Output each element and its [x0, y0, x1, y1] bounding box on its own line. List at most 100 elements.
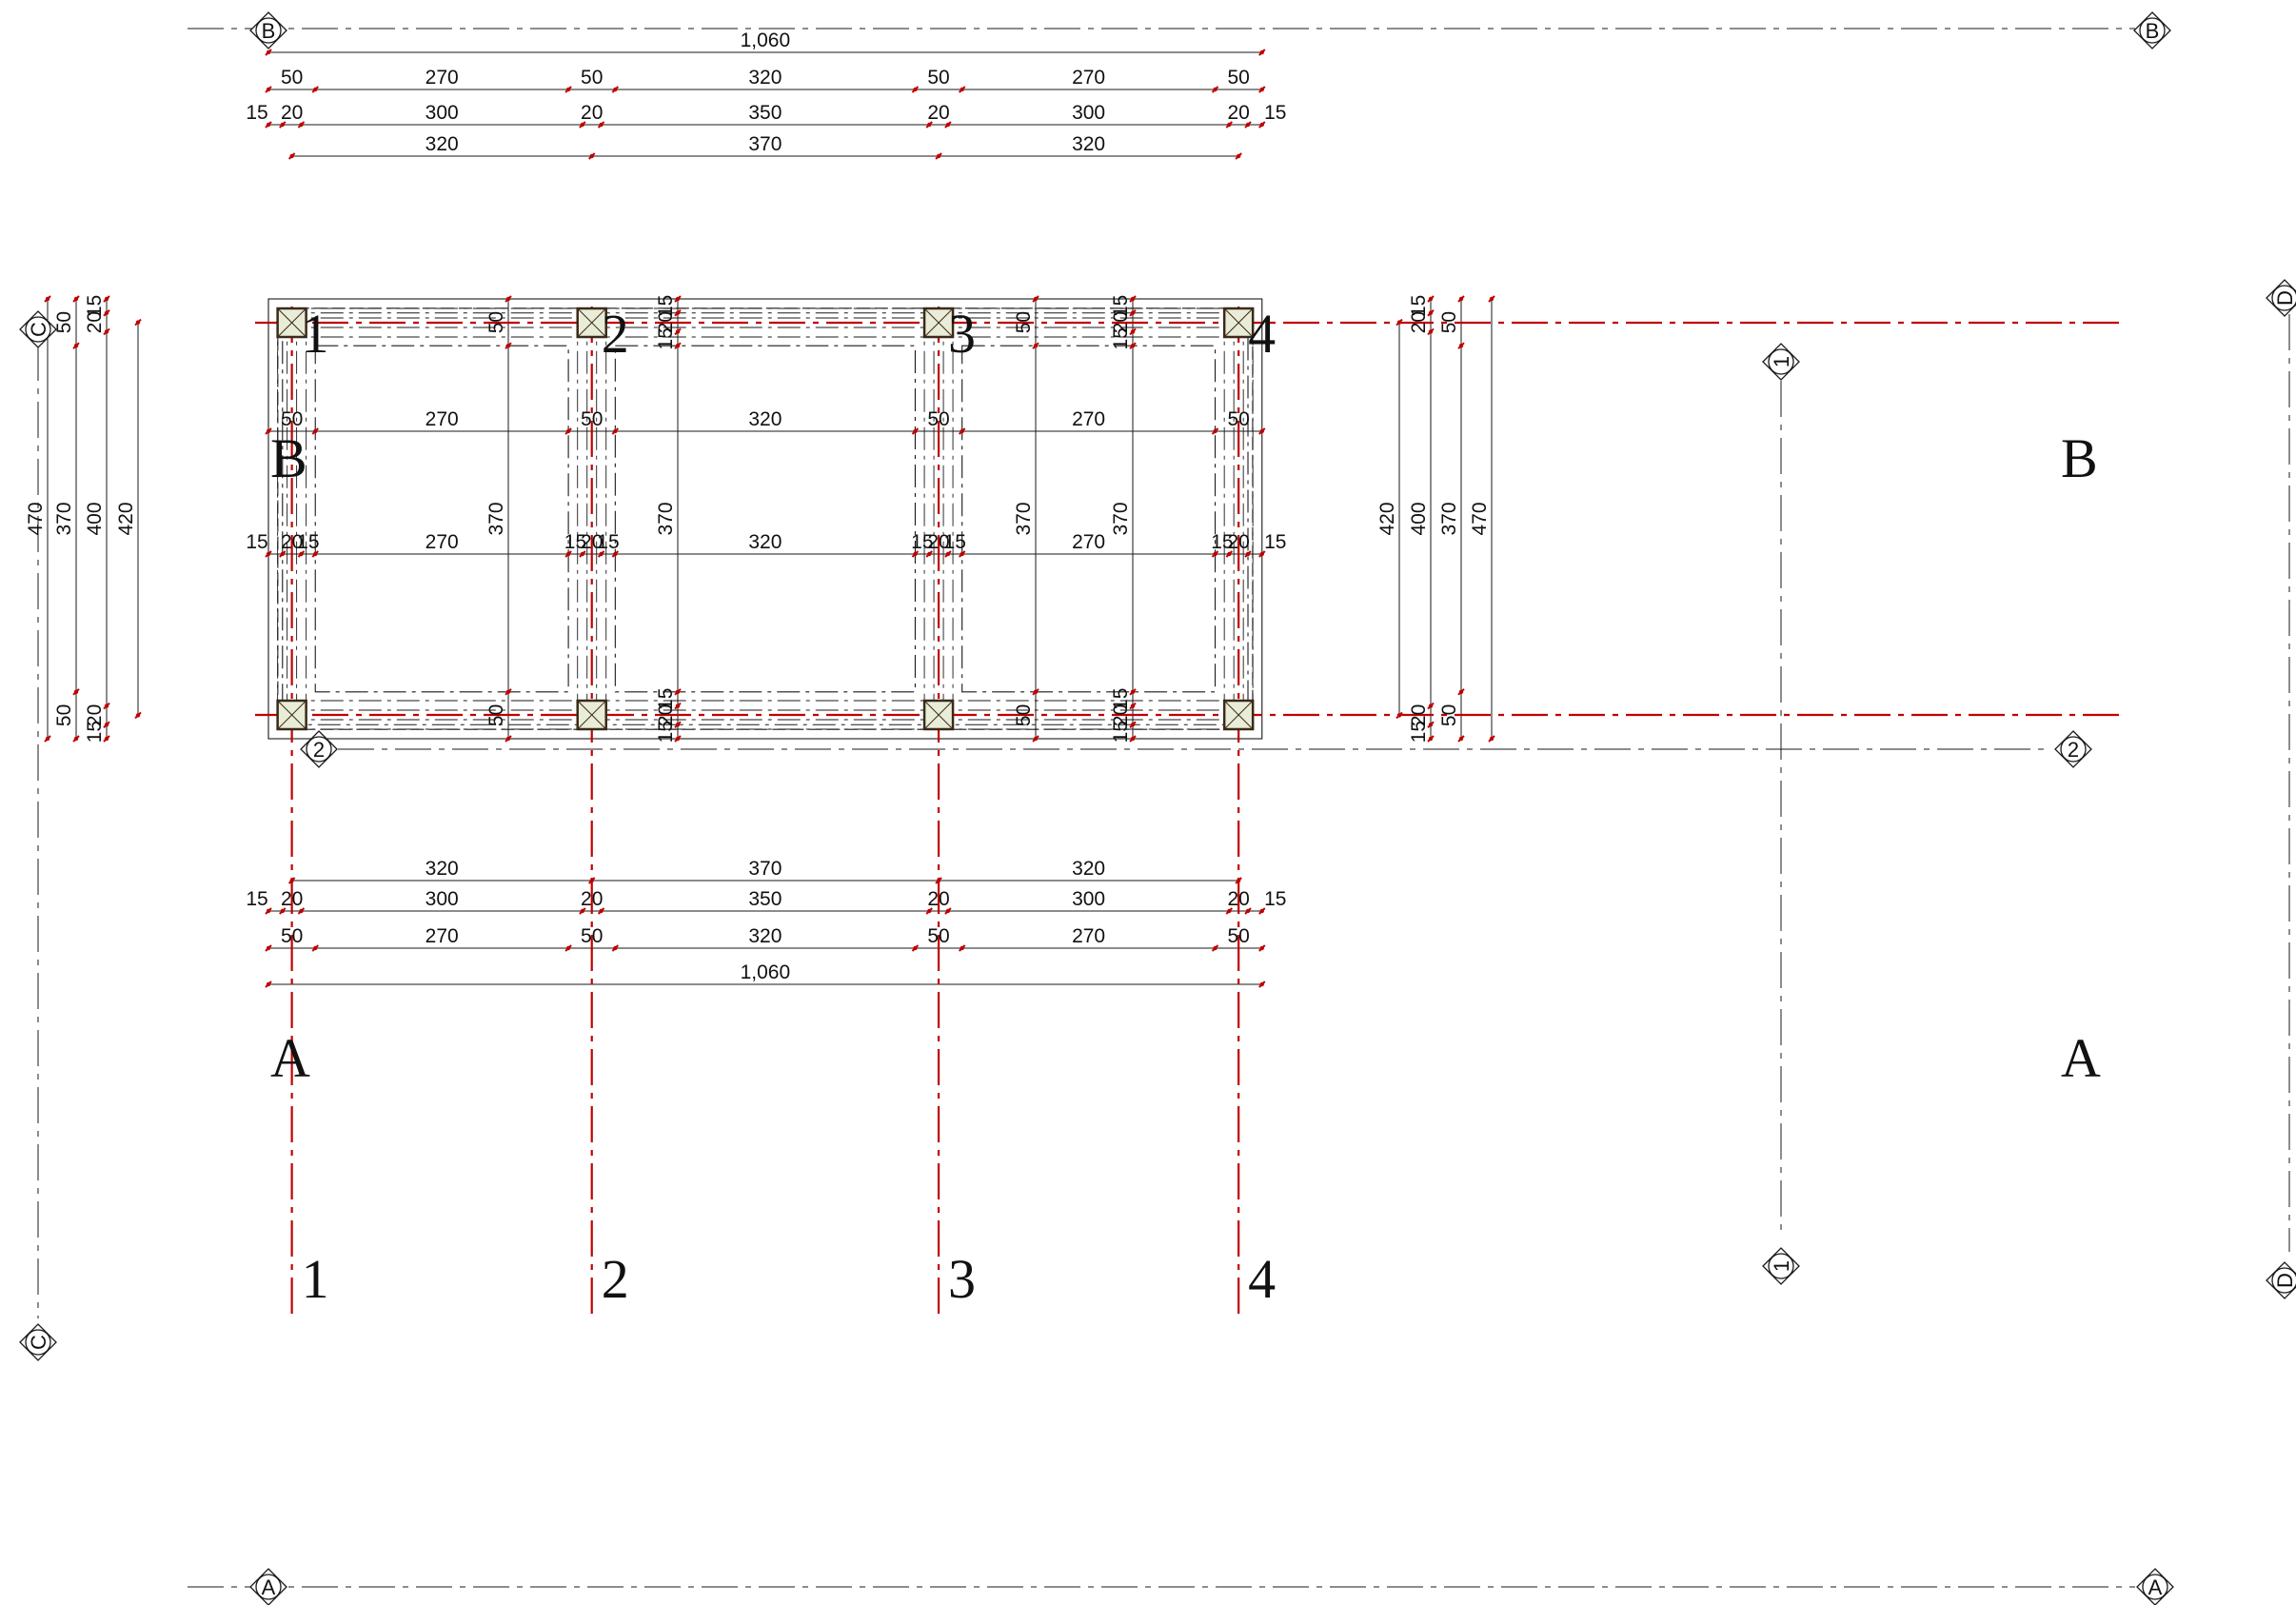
dim-top-beams-label: 50	[1227, 67, 1249, 89]
dim-top-columns-label: 350	[748, 102, 782, 124]
slab-panel-1	[314, 345, 569, 693]
dim-tick-dot	[1458, 343, 1464, 348]
dim-interior-beams-label: 320	[748, 408, 782, 430]
dim-left-columns-label: 400	[84, 502, 106, 535]
dim-tick-dot	[266, 981, 271, 987]
section-marker-2-left: 2	[300, 730, 338, 768]
dim-tick-dot	[266, 87, 271, 92]
dim-tick-dot	[913, 945, 918, 951]
dim-vertical-interior-2-label: 15	[655, 688, 677, 710]
dim-left-columns-label: 20	[84, 311, 106, 333]
dim-tick-dot	[266, 122, 271, 128]
dim-tick-dot	[565, 945, 571, 951]
dim-tick-dot	[565, 551, 571, 557]
section-marker-b-left: B	[249, 11, 287, 50]
dim-interior-columns-label: 270	[1072, 531, 1105, 553]
dim-right-beams-label: 370	[1438, 502, 1460, 535]
dim-tick-dot	[1458, 689, 1464, 695]
dim-interior-columns-label: 270	[426, 531, 459, 553]
dim-interior-columns-label: 15	[597, 531, 619, 553]
dim-interior-beams-label: 50	[927, 408, 949, 430]
dim-tick-dot	[104, 329, 109, 334]
dim-right-columns-label: 15	[1408, 295, 1430, 317]
dim-tick-dot	[599, 908, 604, 914]
svg-text:2: 2	[2068, 738, 2079, 762]
dim-tick-dot	[1458, 736, 1464, 742]
dim-tick-dot	[104, 736, 109, 742]
dim-tick-dot	[1033, 736, 1039, 742]
dim-bottom-beams-label: 270	[1072, 925, 1105, 947]
dim-tick-dot	[104, 296, 109, 302]
dim-tick-dot	[1213, 945, 1217, 951]
dim-tick-dot	[73, 689, 79, 695]
dim-tick-dot	[1227, 908, 1232, 914]
dim-tick-dot	[1227, 551, 1232, 557]
svg-text:C: C	[27, 1335, 50, 1350]
dim-tick-dot	[613, 87, 618, 92]
dim-tick-dot	[73, 296, 79, 302]
dim-bottom-columns-label: 350	[748, 888, 782, 910]
foundation-outline	[267, 298, 1263, 740]
dim-top-axes-label: 370	[748, 133, 782, 155]
dim-tick-dot	[565, 87, 571, 92]
dim-tick-dot	[927, 908, 932, 914]
dim-tick-dot	[1489, 736, 1494, 742]
dim-tick-dot	[1259, 428, 1264, 434]
dim-interior-beams-label: 270	[1072, 408, 1105, 430]
svg-text:1: 1	[1770, 356, 1793, 367]
section-marker-d-top: D	[2266, 279, 2296, 317]
dim-interior-columns-label: 15	[944, 531, 966, 553]
column-1b	[276, 307, 307, 339]
dim-tick-dot	[936, 153, 941, 159]
columns-layer	[276, 307, 1255, 731]
dim-tick-dot	[675, 736, 681, 742]
dim-right-axes-label: 420	[1376, 502, 1398, 535]
dim-vertical-interior-1-label: 50	[485, 311, 507, 333]
grid-label-b-left: B	[270, 427, 307, 489]
dim-tick-dot	[1130, 703, 1136, 708]
dim-right-beams-label: 50	[1438, 311, 1460, 333]
dim-vertical-interior-1-label: 370	[485, 502, 507, 535]
section-marker-a-left: A	[249, 1568, 287, 1605]
dim-vertical-interior-4-label: 15	[1110, 721, 1132, 743]
dim-tick-dot	[1227, 122, 1232, 128]
dim-tick-dot	[299, 122, 304, 128]
dim-bottom-beams-label: 50	[927, 925, 949, 947]
dim-interior-columns-label: 20	[281, 531, 303, 553]
dim-vertical-interior-4-label: 15	[1110, 295, 1132, 317]
dim-tick-dot	[280, 908, 285, 914]
dim-tick-dot	[505, 689, 511, 695]
dim-tick-dot	[960, 428, 964, 434]
svg-text:1: 1	[1770, 1260, 1793, 1272]
dim-left-columns-label: 15	[84, 721, 106, 743]
dim-interior-columns-label: 20	[1227, 531, 1249, 553]
dim-tick-dot	[1489, 296, 1494, 302]
dim-tick-dot	[1259, 87, 1264, 92]
dim-vertical-interior-4-label: 20	[1110, 311, 1132, 333]
dim-tick-dot	[505, 296, 511, 302]
dim-tick-dot	[913, 428, 918, 434]
dim-top-overall-label: 1,060	[741, 30, 791, 51]
section-marker-c-bottom: C	[19, 1323, 57, 1361]
dim-left-overall-label: 470	[25, 502, 47, 535]
dim-top-beams-label: 270	[426, 67, 459, 89]
dim-tick-dot	[945, 908, 951, 914]
dim-top-columns-label: 20	[581, 102, 603, 124]
dim-top-columns-label: 15	[1264, 102, 1286, 124]
dim-bottom-beams-label: 50	[281, 925, 303, 947]
grid-label-a-right: A	[2061, 1027, 2101, 1089]
dim-right-columns-label: 20	[1408, 704, 1430, 726]
dim-top-beams-label: 50	[581, 67, 603, 89]
dim-tick-dot	[1213, 87, 1217, 92]
grid-label-2-top: 2	[602, 303, 629, 365]
dim-tick-dot	[1033, 296, 1039, 302]
dim-right-columns-label: 20	[1408, 311, 1430, 333]
dim-tick-dot	[266, 551, 271, 557]
dim-tick-dot	[675, 703, 681, 708]
dimension-lines-layer	[44, 49, 1495, 988]
section-marker-b-right: B	[2133, 11, 2171, 50]
dim-tick-dot	[945, 551, 951, 557]
dim-bottom-beams-label: 270	[426, 925, 459, 947]
dim-tick-dot	[1213, 428, 1217, 434]
